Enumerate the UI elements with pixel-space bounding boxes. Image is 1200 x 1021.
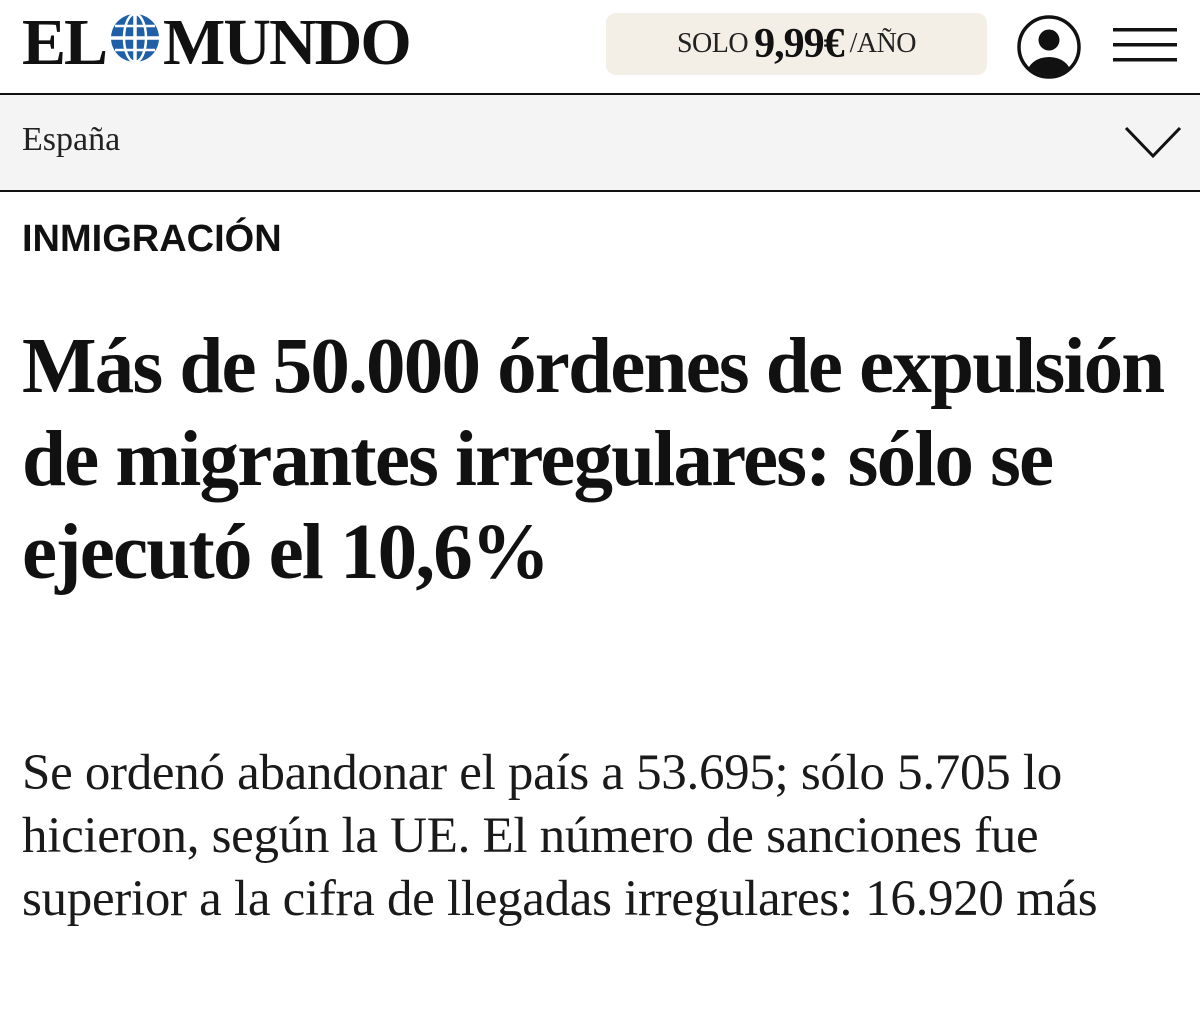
article-headline: Más de 50.000 órdenes de expulsión de mi… (22, 323, 1165, 596)
promo-prefix: SOLO (676, 28, 749, 59)
globe-icon (109, 10, 161, 76)
section-selector[interactable]: España (0, 95, 1200, 192)
site-header: EL MUNDO SOLO 9,99€ /AÑO (0, 0, 1200, 95)
promo-price: 9,99€ (754, 21, 844, 67)
logo-text-el: EL (22, 6, 108, 79)
hamburger-menu-icon[interactable] (1113, 25, 1179, 65)
logo-text-mundo: MUNDO (163, 6, 412, 79)
promo-suffix: /AÑO (849, 28, 917, 59)
user-account-icon[interactable] (1016, 14, 1082, 80)
site-logo[interactable]: EL MUNDO (22, 6, 412, 79)
article-subheadline: Se ordenó abandonar el país a 53.695; só… (22, 745, 1098, 927)
chevron-down-icon[interactable] (1124, 124, 1182, 165)
subscription-promo-button[interactable]: SOLO 9,99€ /AÑO (606, 13, 987, 75)
section-label: España (22, 121, 121, 158)
article-kicker[interactable]: INMIGRACIÓN (22, 218, 282, 260)
